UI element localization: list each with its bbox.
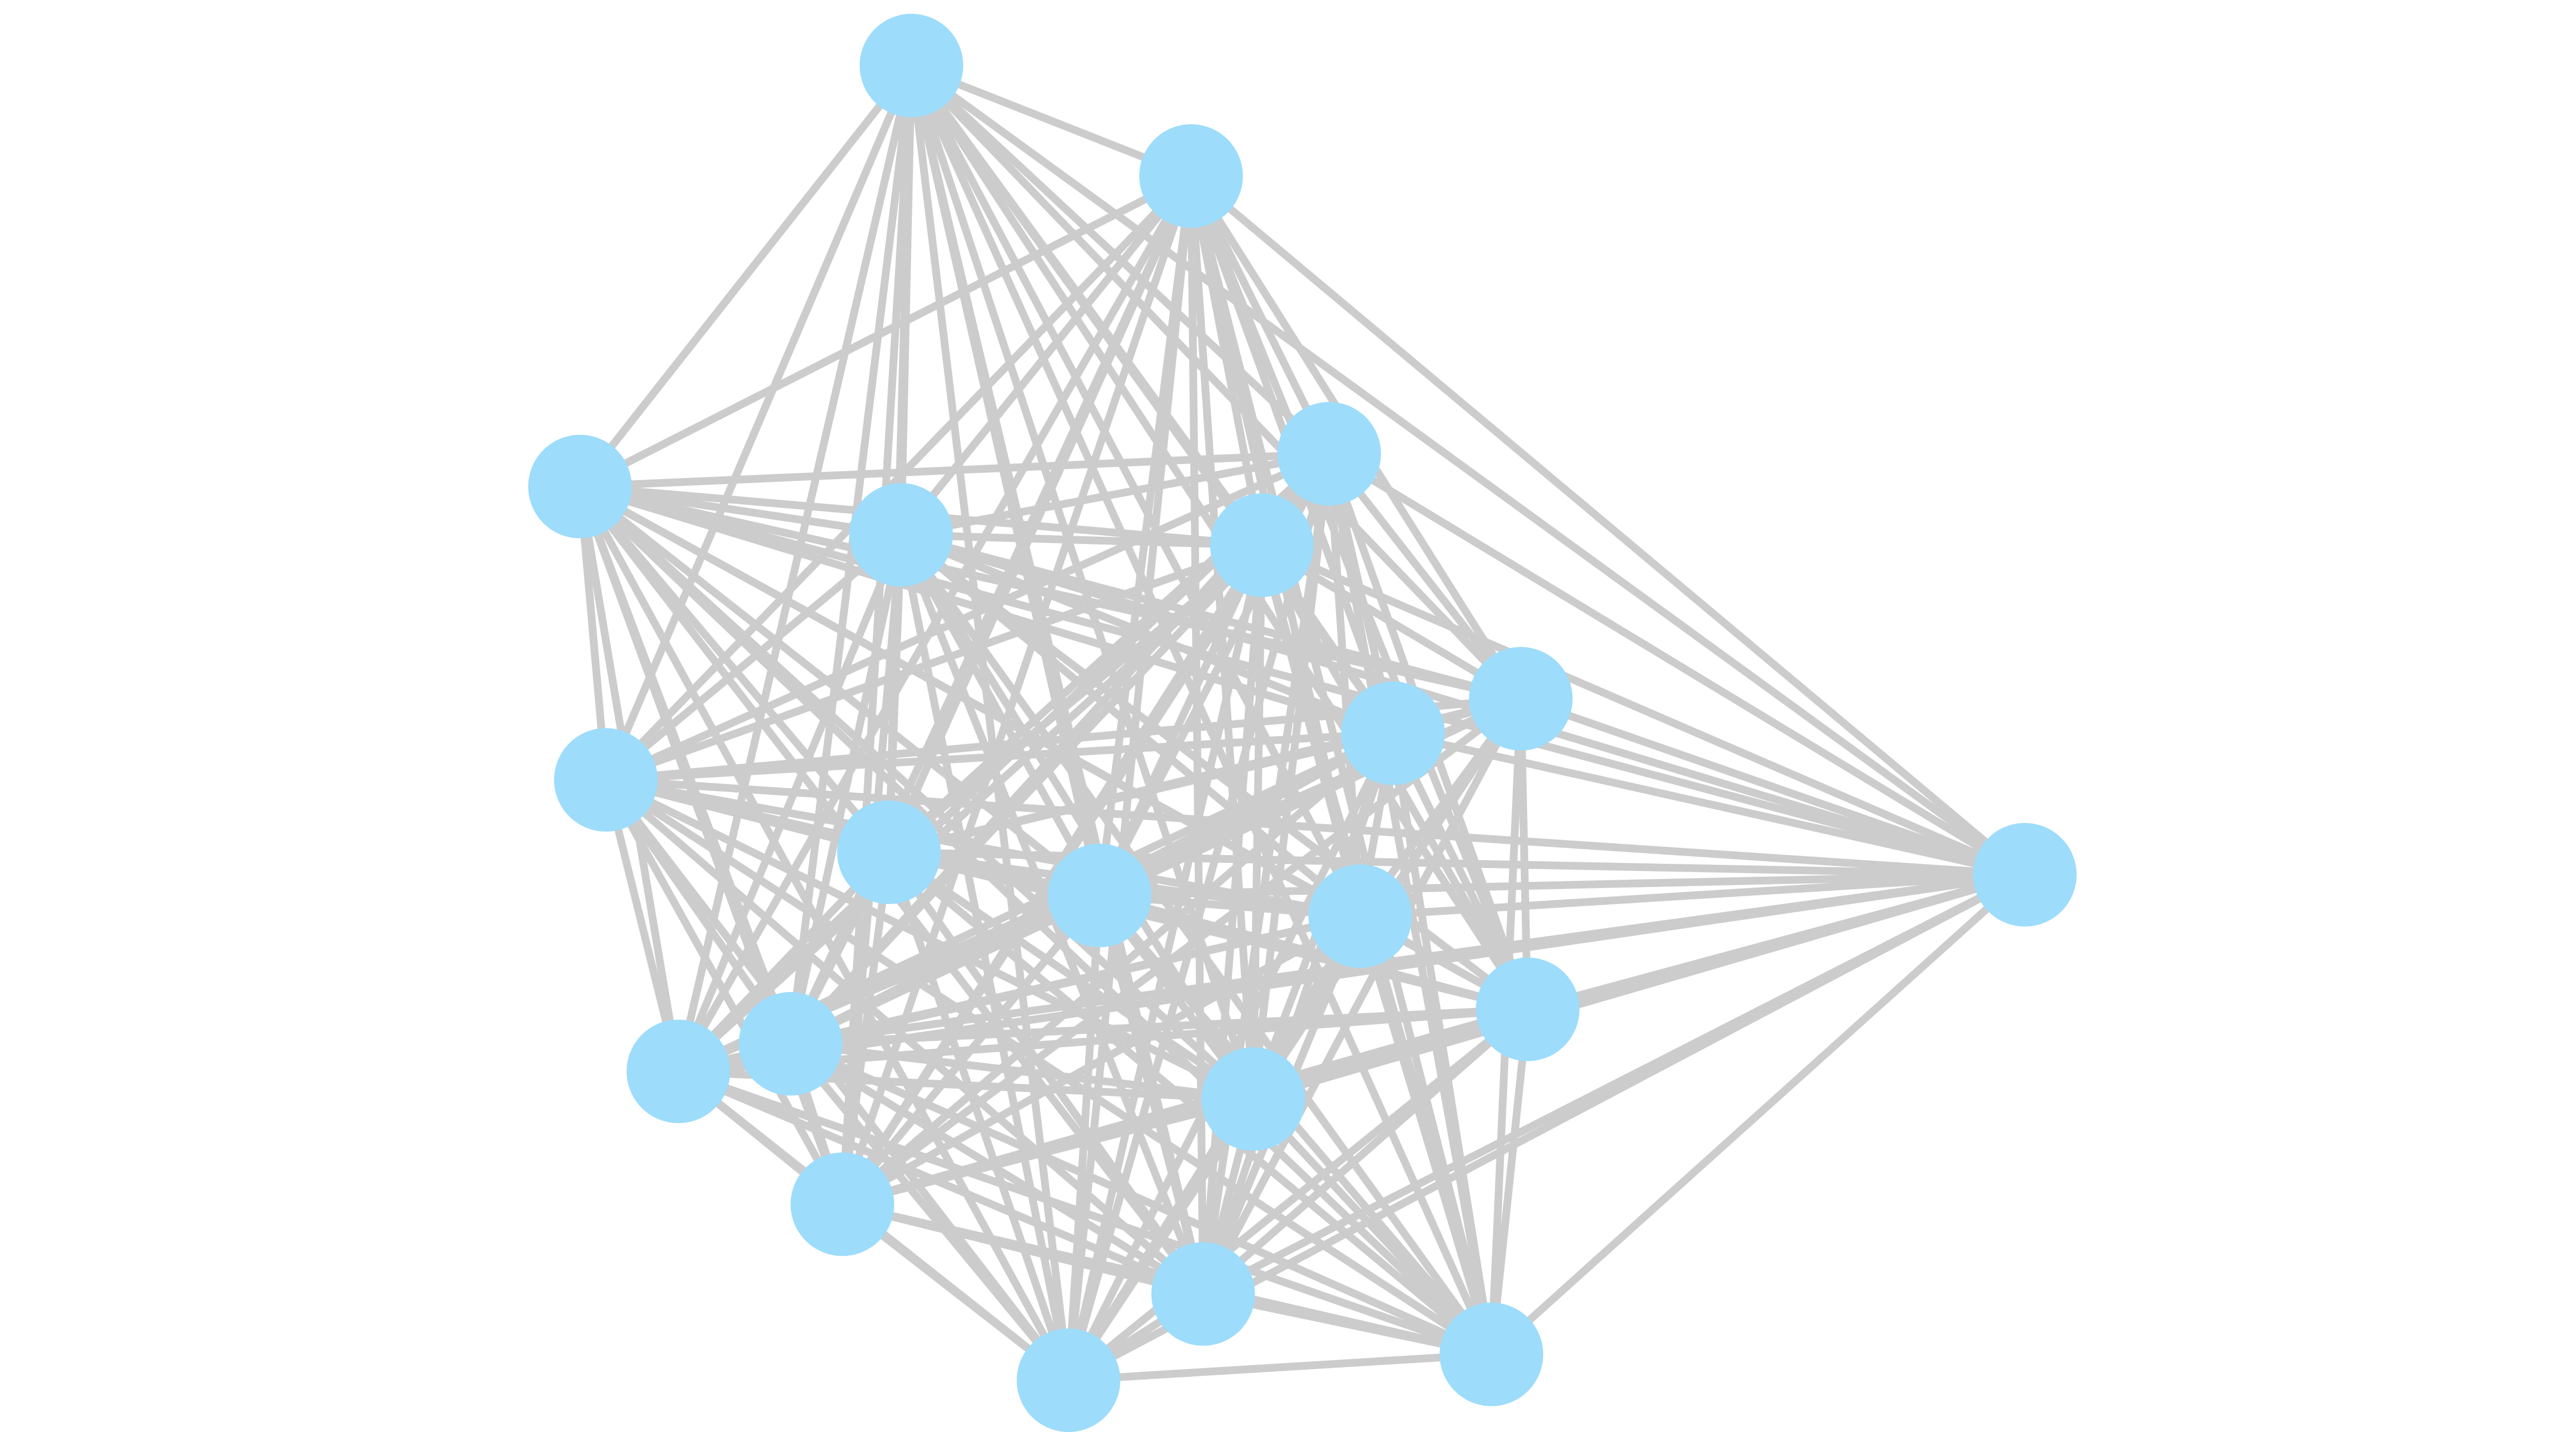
node: [1139, 124, 1243, 228]
edge: [603, 776, 1494, 1358]
edge: [790, 1005, 1528, 1048]
node: [849, 483, 953, 587]
edge: [789, 892, 1101, 1048]
edge: [1068, 1350, 1492, 1385]
edge: [1392, 729, 2026, 879]
edge: [1360, 871, 2025, 920]
edge: [907, 65, 1073, 1381]
edge: [1099, 871, 2025, 899]
node: [1151, 1242, 1255, 1346]
edge: [674, 64, 916, 1072]
edge: [1199, 696, 1524, 1296]
edge: [1327, 450, 2027, 878]
edge: [1326, 451, 1524, 702]
edge: [604, 776, 1255, 1103]
edge: [909, 62, 2027, 878]
edge: [841, 1095, 1255, 1208]
edge: [1356, 915, 1496, 1356]
edge: [604, 450, 1331, 783]
node: [1308, 864, 1412, 968]
node: [1210, 493, 1314, 597]
edge: [1098, 892, 1529, 1013]
edge: [900, 531, 1395, 737]
edge: [897, 534, 1073, 1381]
edge: [900, 450, 1330, 539]
edge: [577, 63, 914, 489]
edge: [789, 912, 1361, 1048]
edge: [789, 1040, 1493, 1358]
edge: [908, 64, 1495, 1356]
node: [739, 992, 843, 1096]
node: [1047, 843, 1151, 947]
edge: [1260, 541, 2027, 879]
node: [1341, 681, 1445, 785]
edge: [604, 541, 1263, 784]
edge: [1250, 1096, 1495, 1357]
edge: [1066, 1006, 1530, 1384]
edge: [885, 851, 1073, 1382]
edge: [899, 532, 1363, 919]
node: [1973, 823, 2077, 927]
edge: [887, 849, 1256, 1102]
node: [1277, 402, 1381, 506]
edge: [602, 778, 846, 1206]
edge: [1487, 1009, 1532, 1355]
node: [1469, 647, 1573, 751]
edge: [603, 173, 1194, 783]
edge: [908, 63, 1524, 702]
edge: [1488, 872, 2028, 1357]
node: [528, 435, 632, 539]
edge: [605, 776, 2025, 879]
edge: [603, 532, 904, 783]
edge: [1096, 543, 1266, 897]
edge: [788, 1040, 1206, 1298]
edge: [1065, 1097, 1257, 1383]
edge: [1199, 453, 1333, 1295]
edge: [578, 172, 1193, 490]
node: [1439, 1302, 1544, 1406]
edge: [1519, 695, 2026, 879]
node: [859, 13, 963, 117]
edge: [675, 542, 1265, 1075]
edge: [888, 729, 1394, 856]
node: [1016, 1328, 1121, 1432]
edge: [790, 1039, 1254, 1103]
node: [626, 1019, 731, 1123]
nodes-layer: [528, 13, 2077, 1432]
edge: [898, 173, 1194, 538]
edge: [605, 729, 1394, 784]
node: [1476, 957, 1580, 1061]
edge: [1189, 173, 2027, 878]
edge: [580, 450, 1330, 491]
node: [790, 1152, 894, 1256]
edge: [788, 542, 1265, 1047]
edge: [602, 64, 916, 781]
edge: [787, 1041, 1072, 1383]
node: [837, 800, 941, 905]
node: [1201, 1047, 1305, 1151]
edge: [901, 531, 1262, 549]
node: [554, 728, 658, 832]
